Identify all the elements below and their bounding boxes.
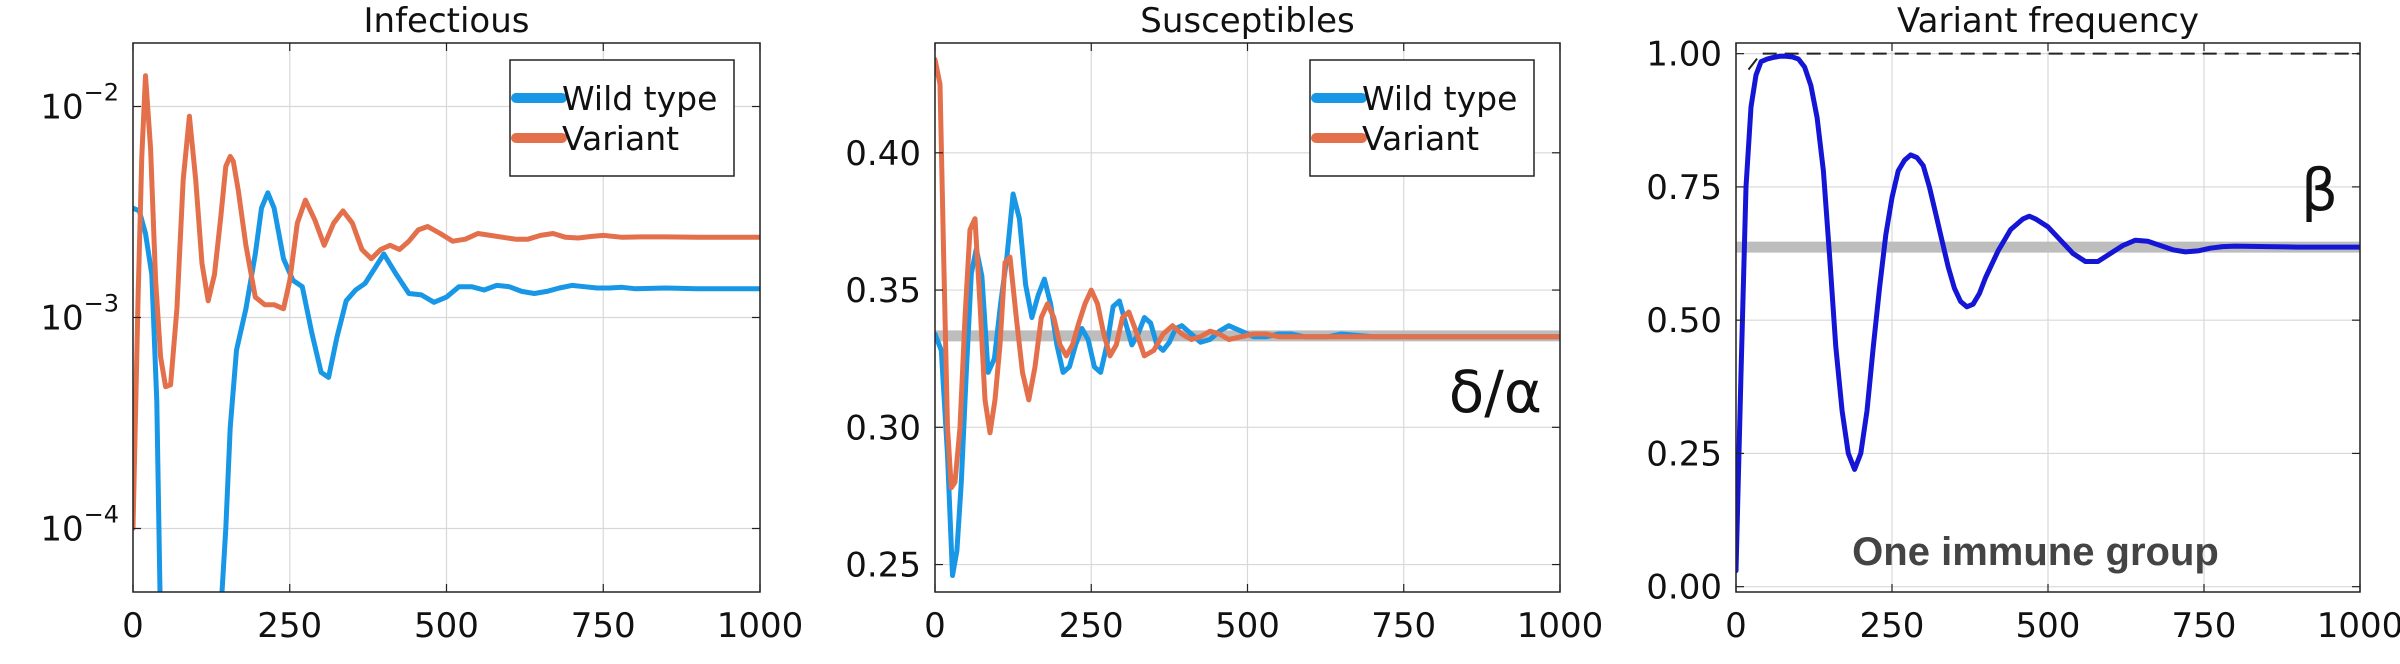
legend-box [1309, 59, 1535, 177]
x-tick-label: 750 [571, 606, 636, 646]
x-tick-label: 0 [122, 606, 144, 646]
series-line-variant [133, 73, 760, 531]
x-tick-label: 0 [924, 606, 946, 646]
chart-title: Susceptibles [1140, 1, 1354, 41]
series-line-frequency [1736, 53, 2360, 574]
reference-line-label: δ/α [1449, 358, 1542, 426]
x-tick-label: 500 [1215, 606, 1280, 646]
susceptibles-panel: 0 250 500 750 1000 0.25 0.30 0.35 0.40 Susceptibl… [845, 1, 1603, 646]
legend-label: Variant [562, 119, 679, 158]
legend-label: Wild type [1362, 79, 1517, 118]
y-tick-label: 0.25 [1646, 434, 1722, 474]
series-group [935, 57, 1560, 578]
x-tick-label: 250 [1059, 606, 1124, 646]
x-tick-label: 1000 [1517, 606, 1604, 646]
y-tick-label: 10−3 [40, 290, 119, 339]
y-tick-label: 10−4 [40, 500, 119, 549]
legend-box [509, 59, 735, 177]
x-tick-label: 1000 [717, 606, 804, 646]
y-tick-label: 0.35 [845, 271, 921, 311]
y-tick-label: 0.30 [845, 408, 921, 448]
x-tick-label: 250 [257, 606, 322, 646]
legend-label: Wild type [562, 79, 717, 118]
y-tick-label: 0.00 [1646, 568, 1722, 608]
x-tick-label: 0 [1725, 606, 1747, 646]
x-tick-label: 500 [414, 606, 479, 646]
series-group [1736, 53, 2360, 574]
x-tick-label: 1000 [2317, 606, 2400, 646]
chart-title: Infectious [364, 1, 530, 41]
saturation-dashed-line [1747, 52, 2360, 71]
x-tick-label: 250 [1860, 606, 1925, 646]
series-line-variant [935, 57, 1560, 491]
panel-annotation: One immune group [1852, 530, 2219, 574]
chart-title: Variant frequency [1897, 1, 2199, 41]
x-tick-label: 750 [1371, 606, 1436, 646]
reference-line-label: β [2301, 156, 2338, 224]
x-tick-label: 750 [2172, 606, 2237, 646]
y-tick-label: 0.40 [845, 134, 921, 174]
series-group [133, 73, 760, 592]
y-tick-label: 0.50 [1646, 301, 1722, 341]
variant-frequency-panel: 0 250 500 750 1000 0.00 0.25 0.50 0.75 1.00 Varian… [1646, 1, 2400, 646]
infectious-panel: 0 250 500 750 1000 10−4 10−3 10−2 Infectious Wild… [40, 1, 803, 646]
y-tick-label: 10−2 [40, 79, 119, 128]
series-line-wild-type [219, 190, 760, 592]
y-tick-label: 1.00 [1646, 35, 1722, 75]
y-tick-label: 0.25 [845, 546, 921, 586]
y-tick-label: 0.75 [1646, 168, 1722, 208]
x-tick-label: 500 [2016, 606, 2081, 646]
legend-label: Variant [1362, 119, 1479, 158]
